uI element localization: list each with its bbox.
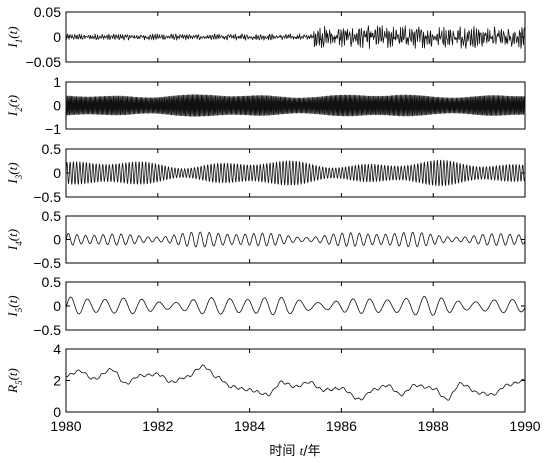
- series-line: [65, 231, 526, 248]
- y-tick-label: 2: [53, 373, 61, 389]
- panel-frame: [65, 281, 526, 331]
- y-axis-label-main: I: [5, 245, 20, 251]
- x-tick-label: 1990: [509, 418, 540, 434]
- x-axis: 1980 1982 1984 1986 1988 1990: [50, 418, 540, 434]
- panel-1: −0.05 0 0.05 I1(t): [5, 4, 526, 70]
- y-axis-label-sub: 4: [14, 241, 24, 246]
- y-tick-label: 0.5: [42, 208, 62, 224]
- y-axis-label-sub: 1: [14, 39, 24, 44]
- y-axis-label-arg: (t): [5, 368, 20, 380]
- y-tick-label: −1: [45, 121, 61, 137]
- y-tick-label: −0.5: [33, 255, 61, 271]
- y-axis-label-arg: (t): [5, 95, 20, 107]
- panel-2: −1 0 1 I2(t): [5, 74, 526, 137]
- x-tick-label: 1988: [418, 418, 449, 434]
- y-axis-label-sub: 5: [14, 380, 24, 385]
- y-axis-label: I1(t): [5, 26, 24, 48]
- y-tick-label: 0: [53, 165, 61, 181]
- panels: −0.0500.05I1(t)−101I2(t)−0.500.5I3(t)−0.…: [5, 4, 526, 420]
- x-tick-label: 1980: [50, 418, 81, 434]
- y-axis-label-arg: (t): [5, 295, 20, 307]
- panel-3: −0.5 0 0.5 I3(t): [5, 141, 526, 205]
- x-tick-label: 1982: [142, 418, 173, 434]
- y-tick-label: −0.5: [33, 189, 61, 205]
- y-axis-label-sub: 5: [14, 307, 24, 312]
- series-line: [66, 364, 526, 401]
- y-axis-label-arg: (t): [5, 229, 20, 241]
- y-axis-label-arg: (t): [5, 162, 20, 174]
- panel-6: 0 2 4 R5(t): [5, 341, 526, 420]
- panel-5: −0.5 0 0.5 I5(t): [5, 274, 526, 338]
- y-axis-label: I2(t): [5, 95, 24, 117]
- y-tick-label: 0: [53, 98, 61, 114]
- y-axis-label: R5(t): [5, 368, 24, 394]
- y-tick-label: 4: [53, 341, 61, 357]
- x-axis-label: 时间 t/年: [269, 443, 320, 459]
- y-tick-label: 0: [53, 298, 61, 314]
- y-tick-label: 0.5: [42, 141, 62, 157]
- series-line: [65, 296, 526, 316]
- y-tick-label: 0: [53, 232, 61, 248]
- panel-4: −0.5 0 0.5 I4(t): [5, 208, 526, 271]
- y-axis-label-main: I: [5, 43, 20, 49]
- y-axis-label-sub: 2: [14, 107, 24, 112]
- y-axis-label-main: I: [5, 179, 20, 185]
- x-tick-label: 1984: [234, 418, 265, 434]
- y-axis-label: I4(t): [5, 229, 24, 251]
- y-tick-label: −0.5: [33, 322, 61, 338]
- x-axis-label-unit: /年: [303, 444, 320, 459]
- series-line: [65, 159, 526, 187]
- y-tick-label: 0.05: [34, 4, 61, 20]
- y-axis-label: I5(t): [5, 295, 24, 317]
- y-axis-label-main: I: [5, 312, 20, 318]
- y-axis-label-sub: 3: [14, 174, 24, 180]
- y-tick-label: 0: [53, 404, 61, 420]
- y-tick-label: 1: [53, 74, 61, 90]
- y-tick-label: 0: [53, 29, 61, 45]
- series-line: [65, 94, 526, 117]
- y-tick-label: −0.05: [26, 54, 62, 70]
- x-tick-label: 1986: [326, 418, 357, 434]
- y-axis-label-main: I: [5, 111, 20, 117]
- x-axis-label-var: t: [300, 443, 304, 458]
- panel-frame: [65, 348, 526, 413]
- y-axis-label-main: R: [5, 385, 20, 394]
- x-axis-label-cn: 时间: [269, 444, 295, 459]
- y-tick-label: 0.5: [42, 274, 62, 290]
- y-axis-label-arg: (t): [5, 26, 20, 38]
- series-line: [65, 25, 526, 49]
- y-axis-label: I3(t): [5, 162, 24, 184]
